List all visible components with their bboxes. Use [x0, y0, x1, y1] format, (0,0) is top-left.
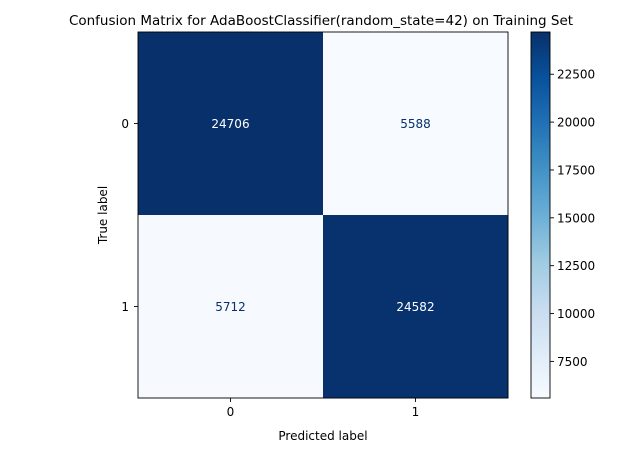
colorbar-tick-label: 10000	[557, 307, 595, 321]
x-tick-label: 1	[412, 405, 420, 419]
chart-title: Confusion Matrix for AdaBoostClassifier(…	[69, 13, 573, 29]
x-tick-label: 0	[227, 405, 235, 419]
colorbar-tick-label: 15000	[557, 211, 595, 225]
cell-value-0-1: 5588	[400, 117, 431, 131]
colorbar	[530, 31, 551, 399]
colorbar-tick-label: 12500	[557, 259, 595, 273]
matrix-cell-0-0	[138, 32, 324, 216]
y-tick-label: 1	[121, 300, 129, 314]
matrix-cells	[138, 32, 509, 399]
cell-value-1-0: 5712	[215, 300, 246, 314]
matrix-cell-1-0	[138, 215, 324, 399]
cell-value-labels: 24706 5588 5712 24582	[211, 117, 434, 314]
y-tick-label: 0	[121, 117, 129, 131]
y-axis-label: True label	[96, 186, 110, 245]
matrix-cell-0-1	[323, 32, 509, 216]
colorbar-ticks: 7500 10000 12500 15000 17500 20000 22500	[550, 68, 595, 369]
colorbar-tick-label: 17500	[557, 163, 595, 177]
x-axis-label: Predicted label	[278, 429, 367, 443]
cell-value-1-1: 24582	[396, 300, 434, 314]
colorbar-tick-label: 20000	[557, 116, 595, 130]
y-axis-ticks: 01	[121, 117, 138, 314]
colorbar-tick-label: 22500	[557, 68, 595, 82]
cell-value-0-0: 24706	[211, 117, 249, 131]
matrix-cell-1-1	[323, 215, 509, 399]
colorbar-tick-label: 7500	[557, 355, 588, 369]
plot-frame	[137, 31, 509, 399]
